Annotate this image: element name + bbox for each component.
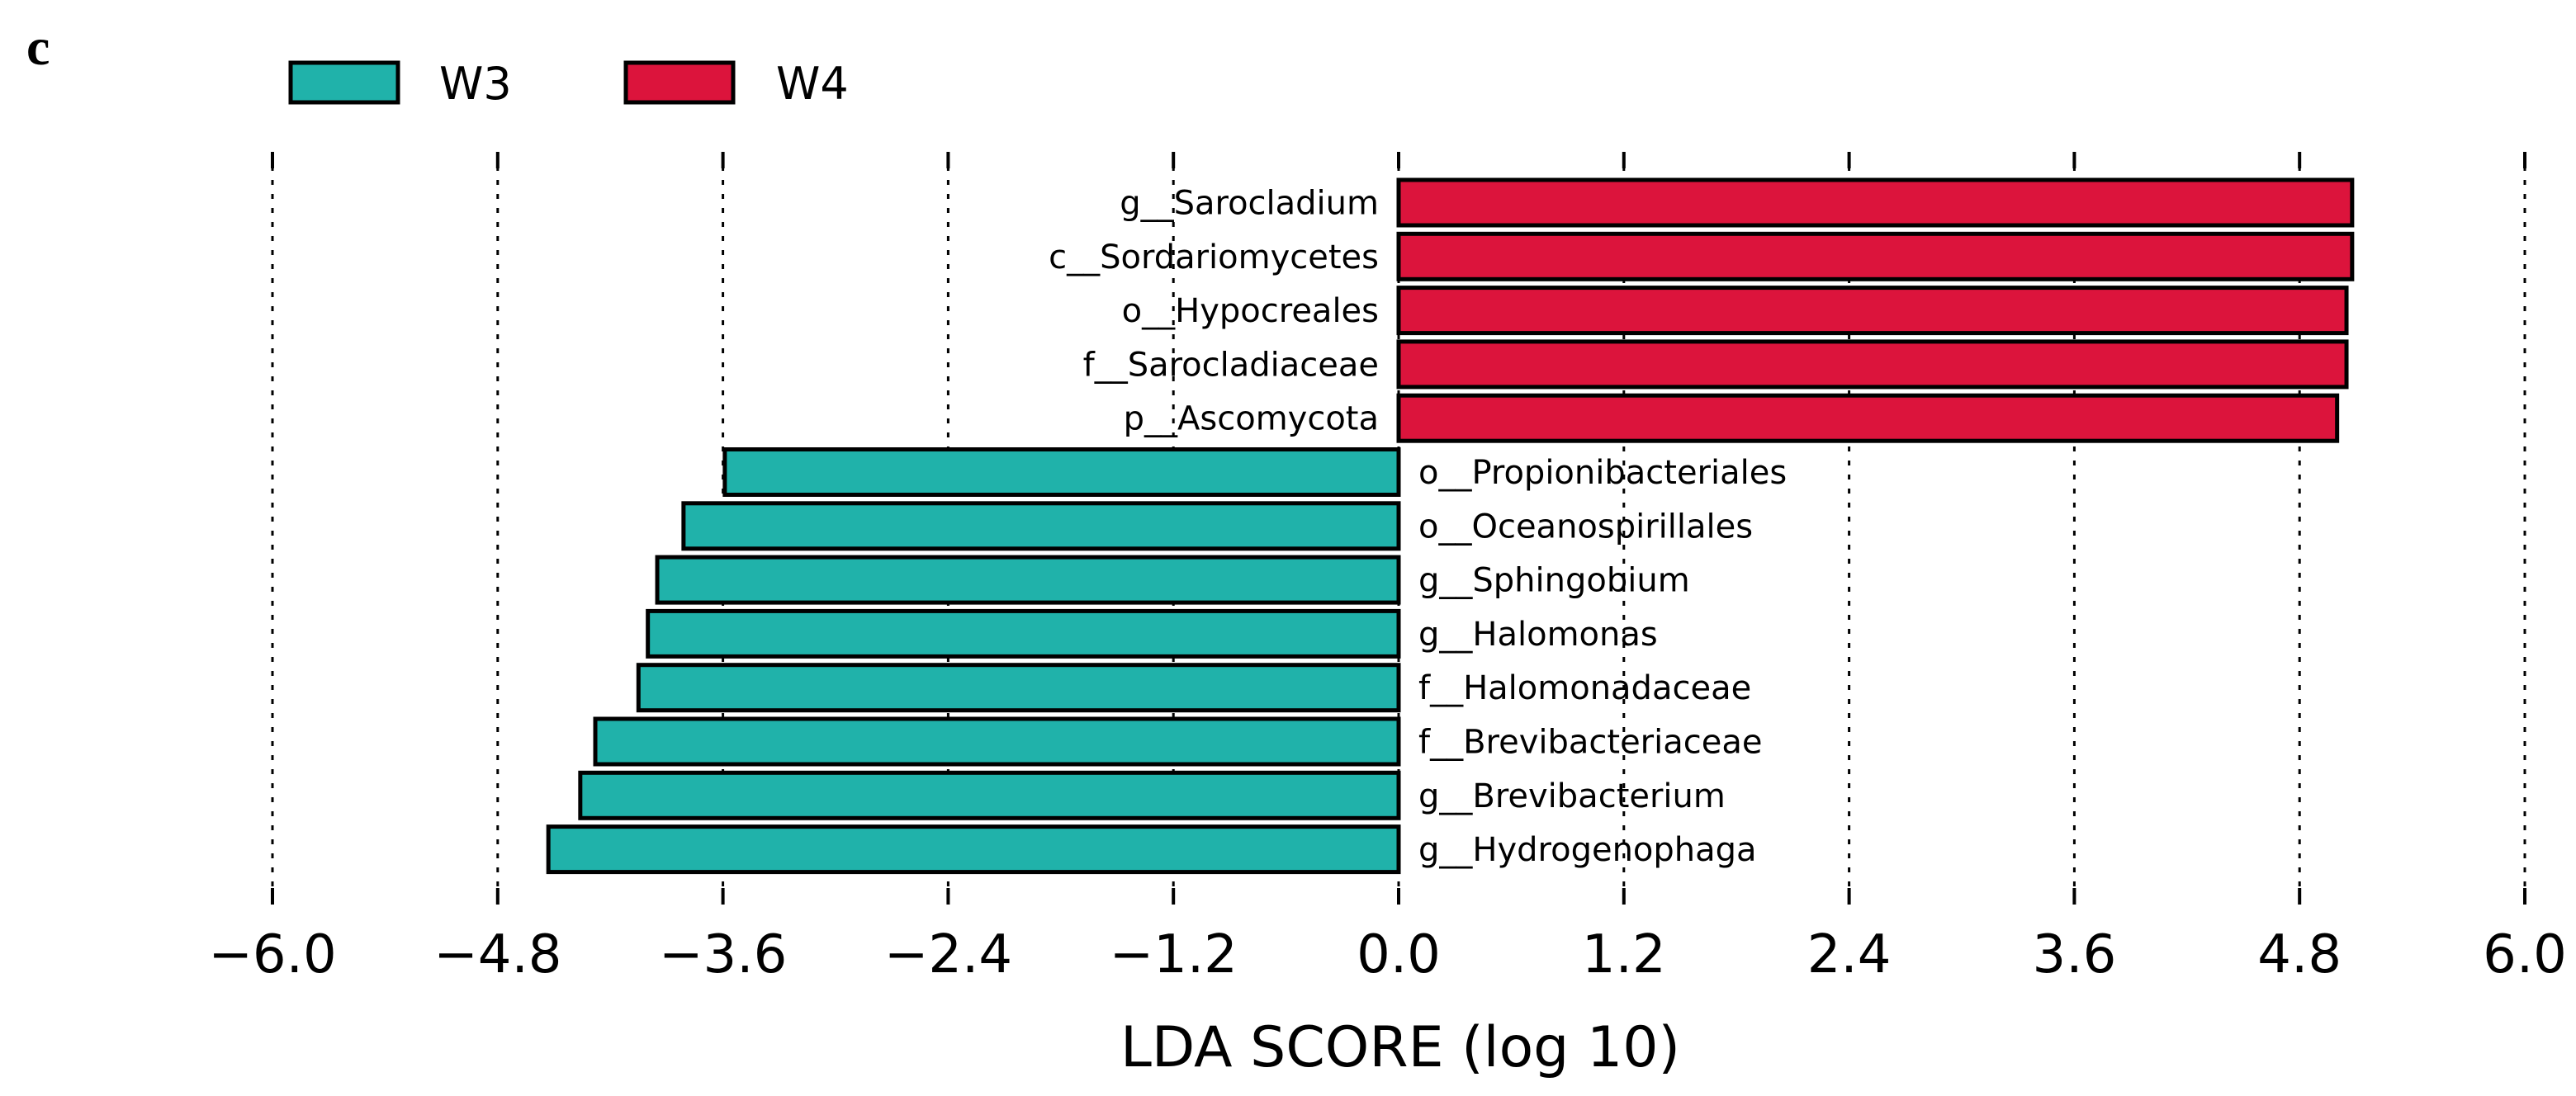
legend-label-w3: W3 <box>439 58 512 110</box>
bars <box>546 177 2355 875</box>
x-tick-label: −2.4 <box>884 924 1012 985</box>
bar-label: g__Brevibacterium <box>1418 777 1726 815</box>
bar-w3 <box>655 555 1401 605</box>
bar-w4 <box>1396 339 2349 390</box>
bar-label: g__Halomonas <box>1418 616 1658 654</box>
bar-w4 <box>1396 393 2340 443</box>
bar-label: o__Hypocreales <box>1122 292 1379 330</box>
bar-w3 <box>636 663 1401 713</box>
bar-label: p__Ascomycota <box>1124 400 1379 438</box>
x-tick-label: 6.0 <box>2483 924 2567 985</box>
bar-label: f__Halomonadaceae <box>1418 669 1751 707</box>
panel-label: c <box>26 17 50 76</box>
bar-label: g__Sarocladium <box>1120 185 1379 223</box>
bar-label: o__Propionibacteriales <box>1418 454 1787 492</box>
bar-w3 <box>681 501 1401 551</box>
x-axis: −6.0 −4.8 −3.6 −2.4 −1.2 0.0 1.2 2.4 3.6 4.8 6.0 <box>208 152 2567 985</box>
bar-w3 <box>722 447 1401 497</box>
bar-label: o__Oceanospirillales <box>1418 508 1753 546</box>
x-tick-label: −4.8 <box>433 924 561 985</box>
x-tick-label: 3.6 <box>2033 924 2117 985</box>
x-axis-title: LDA SCORE (log 10) <box>1120 1015 1680 1080</box>
bar-label: g__Sphingobium <box>1418 562 1690 600</box>
bar-labels: g__Sarocladium c__Sordariomycetes o__Hypoc… <box>1049 185 1787 870</box>
x-tick-label: −3.6 <box>659 924 787 985</box>
bar-label: g__Hydrogenophaga <box>1418 831 1757 869</box>
legend: W3 W4 <box>288 58 849 110</box>
bar-w4 <box>1396 231 2355 281</box>
x-tick-label: −6.0 <box>208 924 336 985</box>
x-tick-label: 1.2 <box>1582 924 1666 985</box>
bar-w3 <box>546 824 1401 875</box>
legend-swatch-w4 <box>623 60 736 105</box>
x-tick-label: 0.0 <box>1357 924 1441 985</box>
bar-w3 <box>578 770 1401 820</box>
bar-w3 <box>646 608 1401 659</box>
x-tick-label: 2.4 <box>1807 924 1892 985</box>
bar-label: f__Brevibacteriaceae <box>1418 724 1762 762</box>
bar-label: c__Sordariomycetes <box>1049 239 1379 276</box>
legend-label-w4: W4 <box>776 58 849 110</box>
bar-w3 <box>593 716 1401 767</box>
bar-w4 <box>1396 177 2355 228</box>
x-tick-label: 4.8 <box>2257 924 2342 985</box>
bar-w4 <box>1396 286 2349 336</box>
bar-label: f__Sarocladiaceae <box>1083 346 1379 384</box>
legend-swatch-w3 <box>288 60 400 105</box>
x-tick-label: −1.2 <box>1109 924 1237 985</box>
